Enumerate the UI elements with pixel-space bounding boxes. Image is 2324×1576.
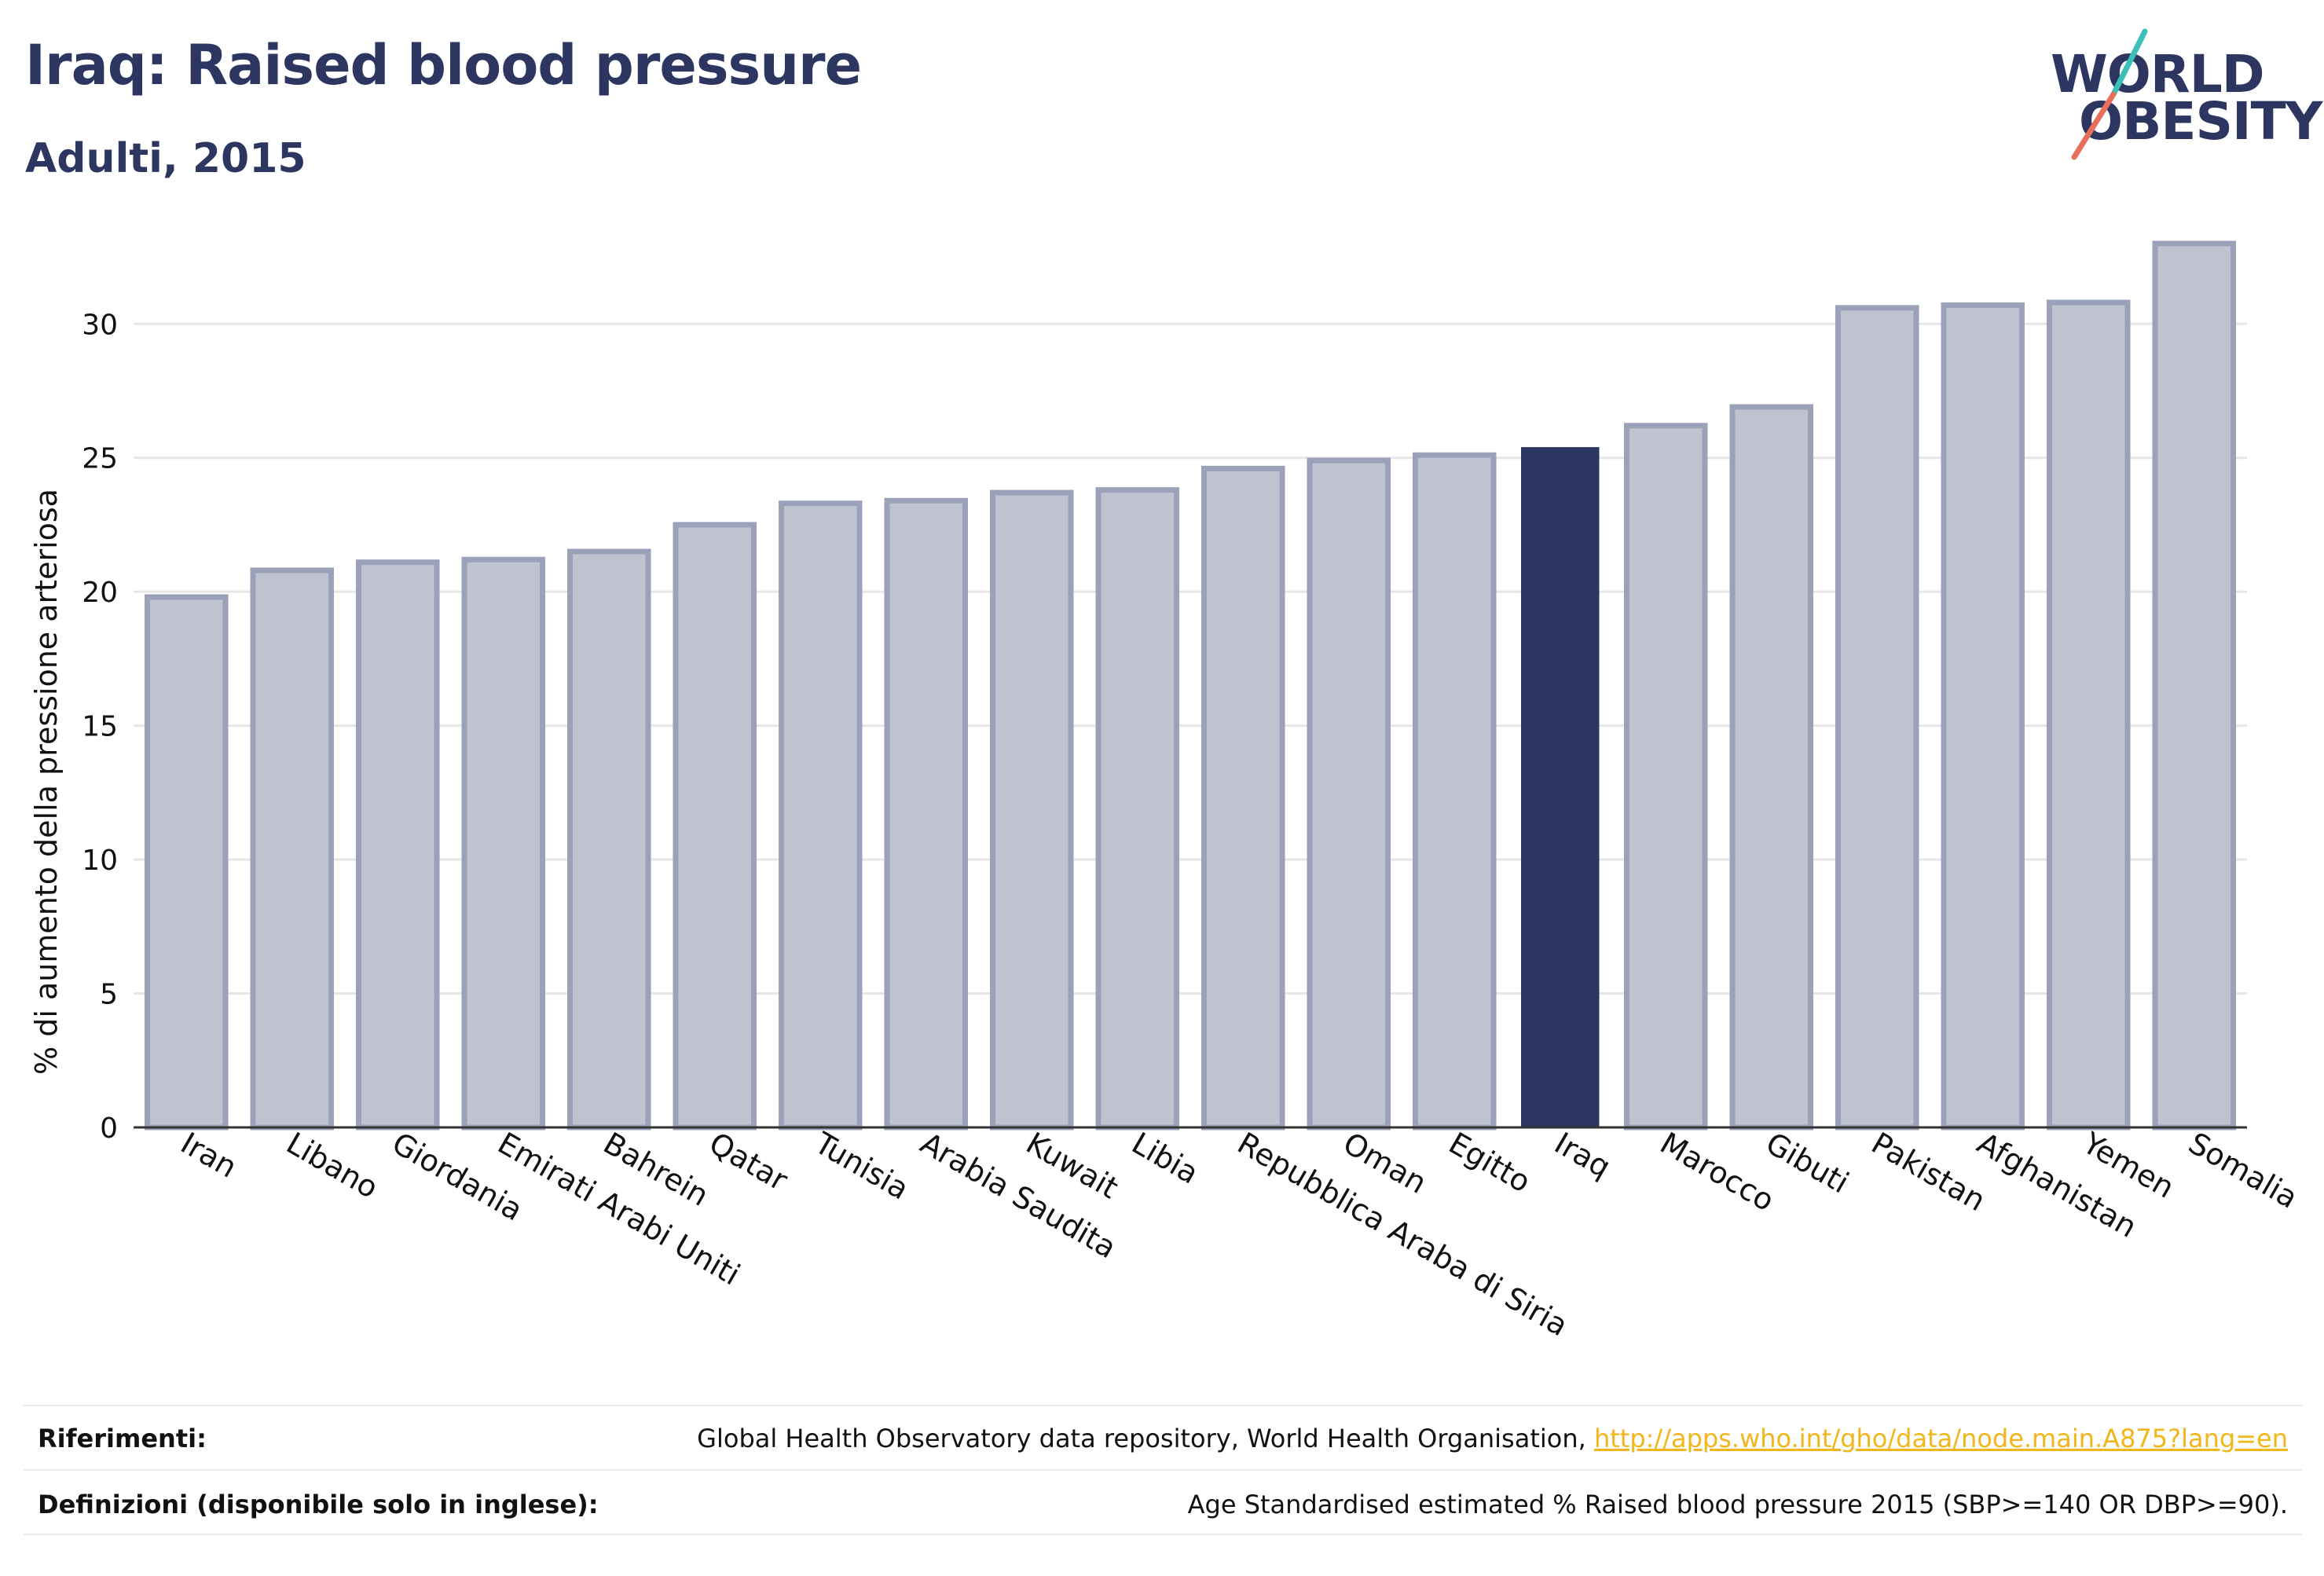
definitions-label: Definizioni (disponibile solo in inglese…	[38, 1490, 599, 1519]
bar-repubblica-araba-di-siria[interactable]	[1200, 465, 1285, 1131]
footer-rule-top	[24, 1405, 2302, 1406]
bar-somalia[interactable]	[2152, 240, 2237, 1131]
bar-emirati-arabi-uniti[interactable]	[461, 556, 546, 1131]
x-tick-label: Marocco	[1655, 1126, 1780, 1219]
bar-libano[interactable]	[250, 567, 335, 1131]
bar-libia[interactable]	[1095, 487, 1180, 1131]
x-tick-label: Somalia	[2183, 1126, 2304, 1215]
x-tick-label: Iraq	[1549, 1126, 1616, 1185]
y-tick-label: 30	[82, 309, 118, 341]
x-tick-label: Egitto	[1443, 1126, 1537, 1200]
bar-qatar[interactable]	[673, 522, 757, 1131]
logo-word-world: WORLD	[2051, 44, 2265, 104]
footer-rule-middle	[24, 1469, 2302, 1471]
bar-tunisia[interactable]	[778, 500, 863, 1131]
bar-yemen[interactable]	[2046, 299, 2131, 1131]
bar-iraq[interactable]	[1520, 447, 1600, 1127]
definitions-value: Age Standardised estimated % Raised bloo…	[1187, 1490, 2288, 1519]
world-obesity-logo: WORLD OBESITY	[2051, 24, 2322, 165]
references-text: Global Health Observatory data repositor…	[697, 1424, 1594, 1453]
x-tick-label: Pakistan	[1866, 1126, 1992, 1219]
x-tick-label: Iran	[175, 1126, 243, 1185]
bars-layer	[144, 240, 2237, 1131]
bar-iran[interactable]	[144, 594, 229, 1131]
logo-slash-icon	[2071, 28, 2148, 160]
y-tick-label: 0	[100, 1112, 118, 1145]
bar-bahrein[interactable]	[566, 548, 651, 1131]
footer-rule-bottom	[24, 1534, 2302, 1535]
bar-afghanistan[interactable]	[1941, 302, 2025, 1131]
x-tick-label: Qatar	[703, 1126, 794, 1198]
bar-arabia-saudita[interactable]	[884, 497, 969, 1131]
grid-layer	[134, 322, 2247, 995]
chart-subtitle: Adulti, 2015	[25, 135, 306, 182]
x-tick-label: Libia	[1126, 1126, 1204, 1191]
y-tick-label: 20	[82, 577, 118, 609]
y-axis-label: % di aumento della pressione arteriosa	[29, 489, 64, 1075]
y-tick-label: 25	[82, 443, 118, 475]
references-link[interactable]: http://apps.who.int/gho/data/node.main.A…	[1593, 1424, 2288, 1453]
references-row: Riferimenti: Global Health Observatory d…	[24, 1424, 2302, 1463]
bar-gibuti[interactable]	[1729, 404, 1814, 1131]
logo-word-obesity: OBESITY	[2079, 91, 2322, 152]
references-label: Riferimenti:	[38, 1424, 207, 1453]
bar-egitto[interactable]	[1412, 452, 1497, 1131]
chart-title: Iraq: Raised blood pressure	[25, 33, 862, 97]
bar-kuwait[interactable]	[989, 489, 1074, 1131]
y-tick-label: 10	[82, 845, 118, 877]
definitions-row: Definizioni (disponibile solo in inglese…	[24, 1490, 2302, 1529]
y-tick-label: 15	[82, 711, 118, 743]
x-tick-label: Libano	[280, 1126, 384, 1205]
bar-giordania[interactable]	[355, 559, 440, 1131]
bar-marocco[interactable]	[1623, 423, 1708, 1131]
bar-pakistan[interactable]	[1835, 305, 1919, 1131]
references-value: Global Health Observatory data repositor…	[697, 1424, 2288, 1453]
x-tick-label: Tunisia	[808, 1125, 915, 1207]
bar-oman[interactable]	[1307, 457, 1391, 1131]
y-tick-label: 5	[100, 979, 118, 1011]
